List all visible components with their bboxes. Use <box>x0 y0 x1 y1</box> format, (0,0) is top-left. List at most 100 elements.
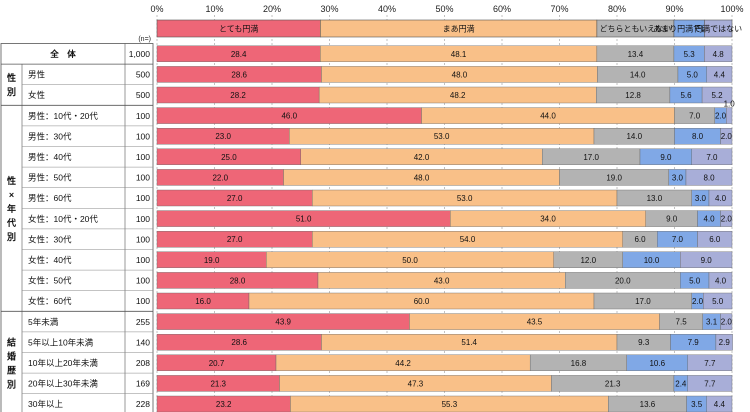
x-tick-label: 40% <box>378 4 396 14</box>
bar-segment <box>708 272 733 289</box>
row-label: 30年以上 <box>28 399 63 409</box>
data-label: 6.0 <box>709 235 721 244</box>
x-tick-label: 50% <box>435 4 453 14</box>
bars: 28.4 48.1 13.4 5.3 4.8 28.6 48.0 14.0 5.0 4.4 28.2… <box>156 45 735 412</box>
data-label: 8.0 <box>692 132 704 141</box>
data-label: 17.0 <box>583 153 599 162</box>
row-n: 100 <box>136 255 150 265</box>
row-label: 男性：50代 <box>28 173 72 183</box>
data-label: 4.0 <box>715 194 727 203</box>
row-label: 10年以上20年未満 <box>28 358 98 368</box>
data-label: 12.8 <box>625 91 641 100</box>
row-n: 100 <box>136 111 150 121</box>
data-label: 34.0 <box>540 215 556 224</box>
row-label: 女性 <box>28 90 46 100</box>
bar-segment <box>697 230 733 248</box>
row-label: 男性：60代 <box>28 193 72 203</box>
data-label: 4.0 <box>703 215 715 224</box>
x-axis-ticks: 0% 10% 20% 30% 40% 50% 60% 70% 80% 90% 100% <box>150 4 743 14</box>
data-label: 7.7 <box>704 359 716 368</box>
data-label: 19.0 <box>204 256 220 265</box>
data-label: 48.2 <box>450 91 466 100</box>
data-label: 2.0 <box>721 132 733 141</box>
data-label: 13.4 <box>628 50 644 59</box>
data-label: 55.3 <box>442 400 458 409</box>
bar-segment <box>680 251 733 269</box>
row-n: 100 <box>136 296 150 306</box>
row-n: 500 <box>136 70 150 80</box>
data-label: 28.2 <box>230 91 246 100</box>
row-n: 100 <box>136 214 150 224</box>
row-label: 男性：40代 <box>28 152 72 162</box>
row-n: 100 <box>136 152 150 162</box>
data-label: 7.0 <box>689 112 701 121</box>
legend-label: あまり円満ではない <box>653 25 725 34</box>
data-label: 8.0 <box>703 173 715 182</box>
row-n: 100 <box>136 276 150 286</box>
data-label: 2.0 <box>721 318 733 327</box>
data-label: 20.7 <box>209 359 225 368</box>
x-tick-label: 20% <box>263 4 281 14</box>
row-label: 女性：30代 <box>28 234 72 244</box>
data-label: 6.0 <box>634 235 646 244</box>
data-label: 16.0 <box>195 297 211 306</box>
row-label: 全 体 <box>49 49 76 59</box>
data-label: 27.0 <box>227 235 243 244</box>
row-label: 女性：50代 <box>28 276 72 286</box>
bar-segment <box>708 189 733 207</box>
data-label: 5.0 <box>712 297 724 306</box>
data-label: 54.0 <box>460 235 476 244</box>
data-label: 28.6 <box>231 70 247 79</box>
data-label: 28.0 <box>230 276 246 285</box>
data-label: 14.0 <box>630 70 646 79</box>
data-label: 21.3 <box>210 379 226 388</box>
data-label: 3.1 <box>706 318 718 327</box>
x-tick-label: 100% <box>720 4 743 14</box>
data-label: 60.0 <box>414 297 430 306</box>
bar-segment <box>703 292 733 310</box>
row-label: 男性：10代・20代 <box>28 111 98 121</box>
legend-swatch <box>704 19 733 38</box>
data-label: 9.0 <box>660 153 672 162</box>
row-label: 女性：10代・20代 <box>28 214 98 224</box>
legend-label: 円満ではない <box>694 25 742 34</box>
bar-segment <box>687 375 733 392</box>
data-label: 43.9 <box>275 318 291 327</box>
data-label: 4.8 <box>713 50 725 59</box>
data-label: 42.0 <box>414 153 430 162</box>
data-label: 10.0 <box>644 256 660 265</box>
data-label: 28.6 <box>231 338 247 347</box>
bar-segment <box>720 127 733 145</box>
data-label: 44.0 <box>540 112 556 121</box>
group-label: 結婚歴別 <box>6 336 16 389</box>
data-label: 12.0 <box>580 256 596 265</box>
row-n: 255 <box>136 317 150 327</box>
data-label: 7.5 <box>676 318 688 327</box>
data-label: 2.0 <box>692 297 704 306</box>
data-label: 46.0 <box>281 112 297 121</box>
data-label: 51.4 <box>461 338 477 347</box>
bar-segment <box>685 169 733 186</box>
bar-segment <box>720 313 733 330</box>
row-label: 20年以上30年未満 <box>28 379 98 389</box>
data-label: 43.0 <box>434 276 450 285</box>
legend-label: とても円満 <box>219 25 258 34</box>
data-label: 20.0 <box>615 276 631 285</box>
data-label: 2.9 <box>719 338 731 347</box>
data-label: 48.1 <box>451 50 467 59</box>
row-label: 5年以上10年未満 <box>28 337 94 347</box>
data-label: 23.0 <box>215 132 231 141</box>
x-tick-label: 90% <box>665 4 683 14</box>
row-n: 228 <box>136 399 150 409</box>
legend-label: どちらともいえない <box>599 25 671 34</box>
x-tick-label: 0% <box>150 4 163 14</box>
legend-label: まあ円満 <box>443 25 475 34</box>
data-label: 7.7 <box>704 379 716 388</box>
data-label: 3.0 <box>672 173 684 182</box>
data-label: 3.0 <box>695 194 707 203</box>
data-label: 21.3 <box>605 379 621 388</box>
data-label: 51.0 <box>296 215 312 224</box>
row-label: 女性：60代 <box>28 296 72 306</box>
